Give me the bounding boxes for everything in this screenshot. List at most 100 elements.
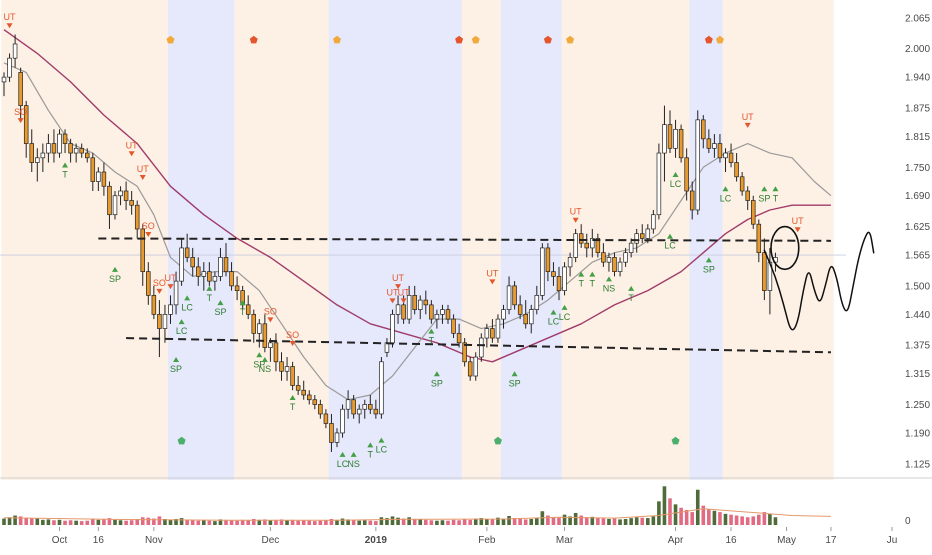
candle[interactable] — [684, 157, 689, 192]
candle[interactable] — [51, 143, 57, 154]
candle[interactable] — [434, 313, 440, 320]
candle[interactable] — [257, 323, 262, 334]
signal-sp[interactable]: SP — [509, 371, 521, 388]
candle[interactable] — [295, 385, 301, 391]
candle[interactable] — [517, 304, 523, 315]
candle[interactable] — [656, 152, 662, 216]
signal-sp[interactable]: SP — [703, 257, 715, 274]
signal-ut[interactable]: UT — [165, 273, 177, 290]
candle[interactable] — [534, 295, 540, 310]
candle[interactable] — [678, 128, 684, 159]
candle[interactable] — [12, 43, 18, 59]
candle[interactable] — [551, 271, 556, 277]
candle[interactable] — [212, 276, 218, 282]
signal-ns[interactable]: NS — [347, 451, 360, 469]
candle[interactable] — [190, 257, 195, 268]
candle[interactable] — [134, 204, 140, 230]
candle[interactable] — [506, 285, 512, 310]
candle[interactable] — [712, 143, 717, 149]
candle[interactable] — [318, 404, 323, 415]
candle[interactable] — [173, 280, 179, 306]
candle[interactable] — [528, 309, 534, 325]
candle[interactable] — [628, 242, 634, 254]
candle[interactable] — [123, 190, 129, 201]
candle[interactable] — [251, 313, 257, 334]
candle[interactable] — [301, 389, 306, 396]
signal-ut[interactable]: UT — [387, 287, 399, 304]
candle[interactable] — [595, 238, 601, 254]
signal-so[interactable]: SO — [286, 330, 299, 347]
signal-lc[interactable]: LC — [181, 295, 193, 312]
signal-ut[interactable]: UT — [137, 164, 149, 181]
candle[interactable] — [168, 304, 173, 315]
signal-t[interactable]: T — [239, 300, 246, 317]
candle[interactable] — [645, 228, 651, 239]
candle[interactable] — [479, 337, 484, 358]
signal-t[interactable]: T — [578, 271, 584, 289]
candle[interactable] — [356, 408, 362, 415]
candle[interactable] — [1, 76, 7, 83]
candle[interactable] — [379, 361, 384, 415]
candle[interactable] — [84, 152, 90, 159]
candle[interactable] — [268, 342, 273, 348]
candle[interactable] — [307, 394, 312, 401]
candle[interactable] — [129, 200, 134, 206]
candle[interactable] — [501, 309, 506, 320]
candle[interactable] — [512, 285, 517, 306]
candle[interactable] — [245, 304, 251, 315]
candle[interactable] — [728, 152, 734, 163]
candle[interactable] — [651, 214, 656, 230]
candle[interactable] — [40, 152, 46, 159]
candle[interactable] — [440, 309, 445, 315]
signal-sp[interactable]: SP — [253, 352, 265, 369]
candle[interactable] — [340, 408, 345, 434]
candle[interactable] — [739, 176, 745, 192]
candle[interactable] — [490, 328, 495, 339]
signal-t[interactable]: T — [289, 394, 296, 412]
candle[interactable] — [412, 295, 417, 310]
candle[interactable] — [556, 276, 562, 291]
candle[interactable] — [567, 257, 573, 268]
candle[interactable] — [573, 233, 578, 258]
candle[interactable] — [745, 190, 750, 201]
candle[interactable] — [107, 185, 112, 216]
candle[interactable] — [639, 233, 645, 239]
candle[interactable] — [184, 247, 190, 258]
signal-t[interactable]: T — [772, 186, 779, 203]
candle[interactable] — [334, 432, 340, 443]
candle[interactable] — [634, 233, 639, 244]
candle[interactable] — [701, 119, 706, 140]
signal-ns[interactable]: NS — [259, 357, 272, 374]
candle[interactable] — [590, 238, 595, 249]
drawn-wave-annotation[interactable] — [763, 231, 875, 331]
signal-sp[interactable]: SP — [214, 300, 226, 317]
candle[interactable] — [101, 171, 107, 187]
candle[interactable] — [329, 423, 334, 443]
candle[interactable] — [467, 361, 473, 377]
signal-sp[interactable]: SP — [431, 371, 443, 388]
candle[interactable] — [662, 124, 667, 154]
signal-t[interactable]: T — [62, 162, 68, 180]
candle[interactable] — [762, 252, 767, 291]
candle[interactable] — [229, 271, 234, 287]
signal-so[interactable]: SO — [153, 278, 166, 294]
dashed-level-line[interactable] — [98, 237, 831, 242]
candle[interactable] — [523, 313, 528, 325]
candle[interactable] — [207, 271, 212, 282]
signal-t[interactable]: T — [367, 442, 374, 459]
candle[interactable] — [717, 143, 723, 159]
candle[interactable] — [695, 119, 700, 211]
candle[interactable] — [667, 124, 673, 149]
candle[interactable] — [140, 228, 146, 272]
signal-ut[interactable]: UT — [398, 287, 410, 304]
candle[interactable] — [90, 157, 96, 182]
signal-lc[interactable]: LC — [559, 304, 571, 322]
signal-ns[interactable]: NS — [603, 276, 616, 293]
signal-lc[interactable]: LC — [337, 451, 349, 469]
candle[interactable] — [390, 313, 395, 344]
candle[interactable] — [484, 328, 490, 339]
candle[interactable] — [429, 304, 434, 320]
candle[interactable] — [273, 342, 279, 363]
candle[interactable] — [418, 299, 423, 310]
